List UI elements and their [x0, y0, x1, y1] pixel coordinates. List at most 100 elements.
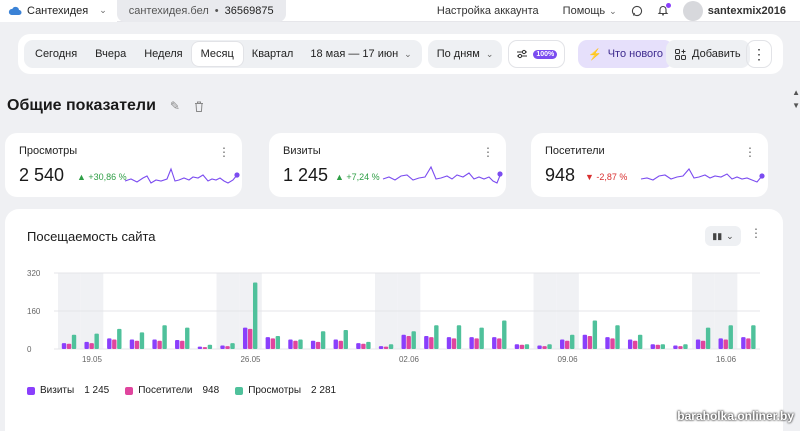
chevron-down-icon[interactable]: ▼ [792, 101, 800, 110]
checkbox-icon[interactable] [125, 386, 134, 395]
chevron-up-icon[interactable]: ▲ [792, 88, 800, 97]
bar-views [705, 327, 711, 349]
whats-new-button[interactable]: ⚡ Что нового [578, 40, 674, 68]
legend-total: 1 245 [84, 385, 110, 396]
bar-visitors [89, 343, 94, 349]
notifications-button[interactable] [657, 2, 671, 19]
metric-label: Посетители [545, 145, 605, 157]
metric-value: 1 245 [283, 165, 329, 185]
legend-label: Визиты [40, 385, 75, 396]
bar-visitors [406, 335, 411, 349]
bar-views [547, 344, 552, 349]
x-tick-label: 16.06 [716, 355, 737, 364]
sparkline [124, 167, 240, 184]
bar-visits [537, 345, 542, 349]
bar-visits [333, 339, 338, 349]
period-option[interactable]: Неделя [144, 48, 183, 60]
bar-views [207, 344, 213, 349]
date-range-label: 18 мая — 17 июн [310, 48, 399, 60]
kebab-icon[interactable]: ⋮ [482, 145, 494, 159]
watermark: baraholka.onliner.by [677, 409, 794, 423]
chevron-down-icon: ⌄ [404, 48, 412, 59]
bar-visitors [293, 340, 298, 349]
metric-card-visitors[interactable]: Посетители 948 ▼ -2,87 % ⋮ [531, 133, 768, 197]
chevron-down-icon: ⌄ [609, 5, 617, 16]
more-menu-button[interactable]: ⋮ [746, 40, 772, 68]
site-chip[interactable]: сантехидея.бел • 36569875 [116, 0, 286, 22]
bar-views [139, 332, 145, 349]
metric-card-visits[interactable]: Визиты 1 245 ▲ +7,24 % ⋮ [269, 133, 506, 197]
bar-views [162, 325, 167, 349]
bar-visits [446, 337, 452, 349]
bar-views [728, 325, 733, 349]
notification-dot [665, 2, 671, 8]
bar-visitors [157, 340, 162, 349]
grouping-select[interactable]: По дням ⌄ [427, 40, 503, 68]
checkbox-icon[interactable] [235, 386, 244, 395]
bar-views [320, 331, 326, 349]
chart-type-button[interactable]: ▮▮ ⌄ [705, 226, 741, 246]
checkbox-icon[interactable] [27, 386, 35, 395]
period-option[interactable]: Сегодня [35, 48, 78, 60]
bar-views [524, 344, 530, 349]
traffic-chart-card: Посещаемость сайта ▮▮ ⌄ ⋮ 320 160 0 19.05 26… [5, 209, 783, 431]
sparkline [640, 168, 765, 183]
account-settings-link[interactable]: Настройка аккаунта [436, 5, 539, 17]
legend-item-visits[interactable]: Визиты 1 245 [27, 385, 109, 396]
kebab-icon[interactable]: ⋮ [750, 226, 762, 240]
chat-icon[interactable] [631, 5, 643, 17]
bar-views [71, 334, 77, 349]
bar-visitors [134, 340, 140, 349]
bar-visitors [315, 341, 321, 349]
bar-views [502, 320, 507, 349]
bar-visitors [225, 346, 230, 349]
trash-icon[interactable] [194, 101, 204, 112]
bar-visits [492, 337, 497, 349]
legend-item-visitors[interactable]: Посетители 948 [125, 385, 219, 396]
help-menu[interactable]: Помощь ⌄ [563, 5, 617, 17]
bar-visits [424, 335, 429, 349]
bar-visitors [474, 338, 479, 349]
bar-visits [378, 346, 384, 349]
period-option[interactable]: Месяц [191, 42, 243, 66]
user-menu[interactable]: santexmix2016 [682, 1, 786, 21]
period-option[interactable]: Вчера [95, 48, 127, 60]
date-range-picker[interactable]: 18 мая — 17 июн ⌄ [302, 42, 419, 66]
bar-visitors [700, 340, 706, 349]
bar-visitors [723, 339, 728, 349]
site-domain: сантехидея.бел [128, 4, 209, 17]
bar-views [592, 320, 598, 349]
period-option[interactable]: Квартал [251, 48, 294, 60]
add-button[interactable]: Добавить [666, 40, 750, 68]
bar-visits [627, 339, 633, 349]
grouping-label: По дням [436, 48, 480, 60]
bar-visitors [610, 338, 615, 349]
sampling-button[interactable]: 100% [508, 40, 566, 68]
bar-views [637, 334, 643, 349]
traffic-bar-chart[interactable]: 320 160 0 19.05 26.05 02.06 09.06 16.06 [5, 209, 783, 379]
scroll-arrows[interactable]: ▲ ▼ [792, 88, 800, 110]
counter-selector[interactable]: Сантехидея ⌄ [0, 0, 117, 22]
sliders-icon [517, 49, 528, 59]
bar-views [615, 325, 620, 349]
bar-visitors [587, 335, 593, 349]
edit-pencil-icon[interactable]: ✎ [169, 99, 180, 113]
metric-delta: ▲ +7,24 % [335, 172, 380, 182]
bar-visits [741, 337, 746, 349]
counter-name: Сантехидея [27, 4, 89, 17]
kebab-icon[interactable]: ⋮ [218, 145, 230, 159]
bar-visitors [451, 338, 457, 349]
bar-views [683, 344, 688, 349]
metric-card-views[interactable]: Просмотры 2 540 ▲ +30,86 % ⋮ [5, 133, 242, 197]
legend-item-views[interactable]: Просмотры 2 281 [235, 385, 336, 396]
metric-delta: ▲ +30,86 % [77, 172, 127, 182]
bar-visits [107, 338, 112, 349]
bar-visits [401, 334, 406, 349]
bar-views [751, 325, 756, 349]
bar-views [434, 325, 439, 349]
kebab-icon[interactable]: ⋮ [744, 145, 756, 159]
bar-visits [356, 343, 361, 349]
bar-visitors [383, 346, 389, 349]
bar-visits [152, 339, 157, 349]
bar-visits [265, 337, 271, 349]
